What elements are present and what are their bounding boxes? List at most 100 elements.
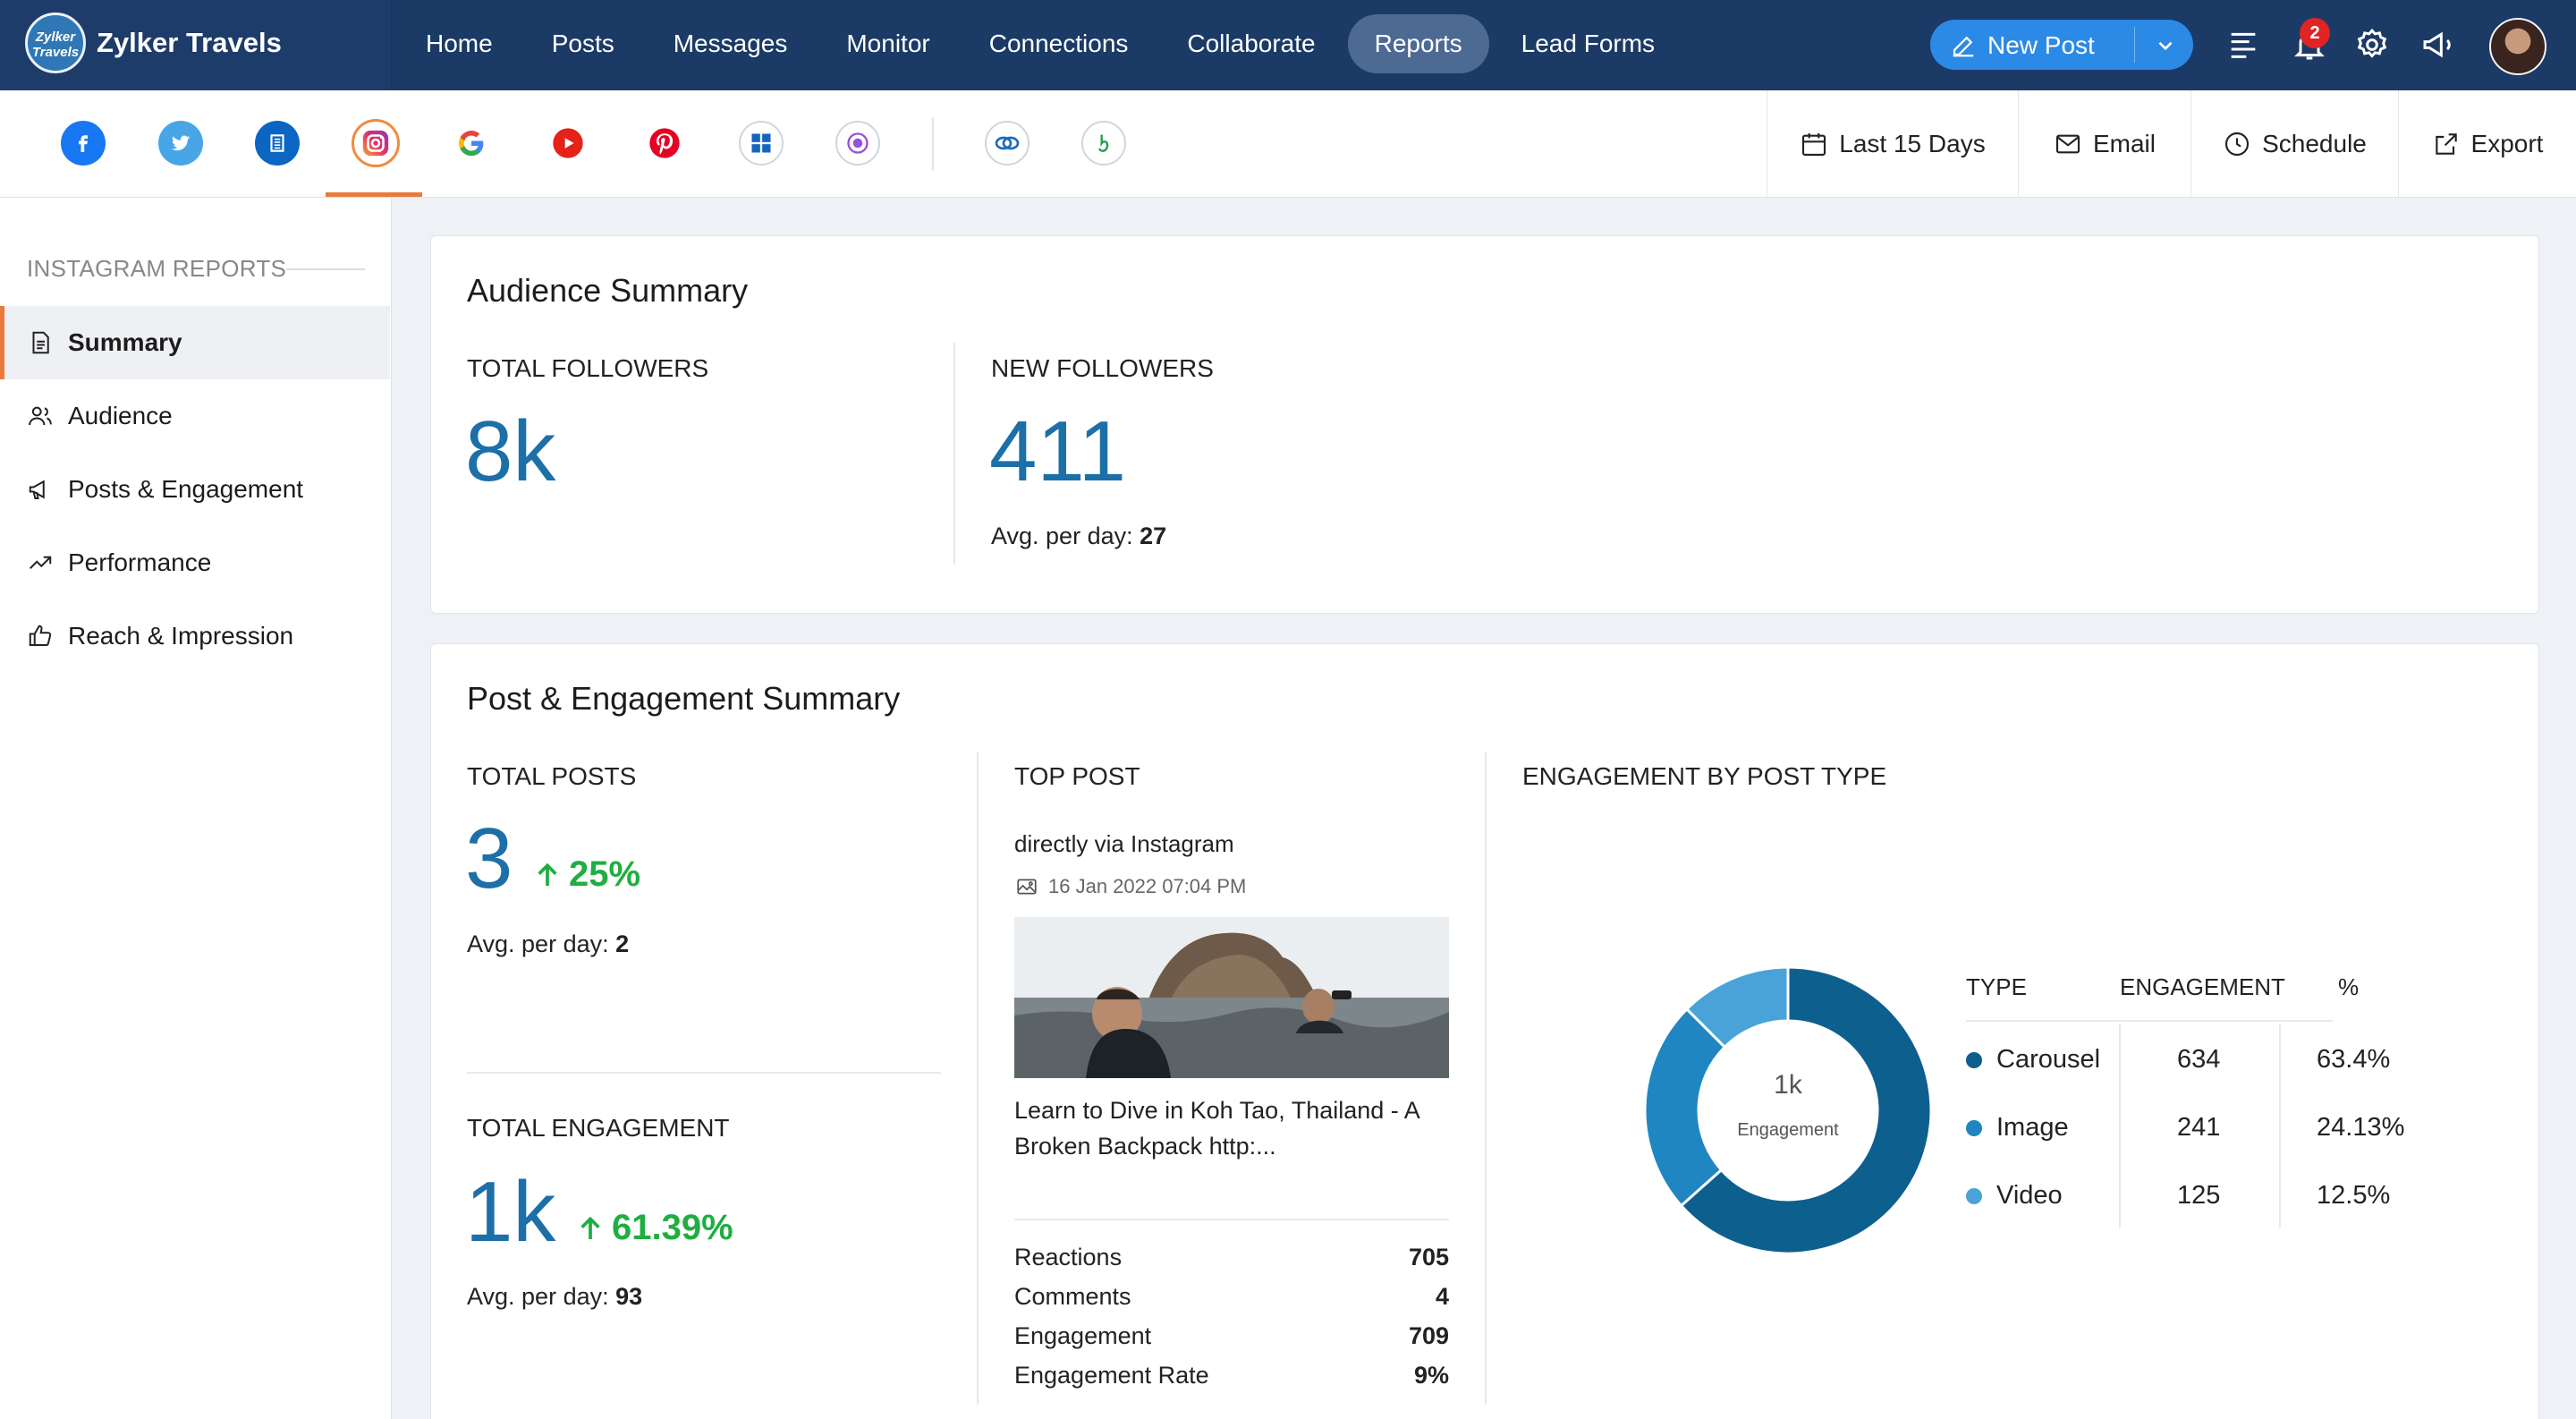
grid-app-icon[interactable] [739, 121, 784, 166]
sidebar-item-label: Summary [68, 328, 182, 356]
mail-icon [2055, 134, 2080, 154]
legend-value-carousel: 634 [2177, 1045, 2221, 1074]
legend-value-image: 241 [2177, 1113, 2221, 1142]
new-post-button[interactable]: New Post [1930, 20, 2193, 70]
date-range-button[interactable]: Last 15 Days [1767, 90, 2018, 198]
trend-icon [30, 556, 52, 569]
video-swatch [1966, 1188, 1982, 1205]
arrow-up-icon [580, 1216, 600, 1239]
sidebar-item-performance[interactable]: Performance [0, 526, 390, 599]
sidebar-item-posts-engagement[interactable]: Posts & Engagement [0, 453, 390, 526]
nav-collaborate[interactable]: Collaborate [1187, 30, 1316, 57]
new-followers-value: 411 [989, 404, 1127, 499]
email-button[interactable]: Email [2018, 90, 2190, 198]
legend-header-type: TYPE [1966, 973, 2027, 1000]
facebook-icon[interactable] [61, 121, 106, 166]
donut-slice-carousel[interactable] [1679, 965, 1933, 1255]
chevron-down-icon[interactable] [2154, 29, 2177, 61]
google-icon[interactable] [449, 121, 494, 166]
total-posts-value: 3 [465, 811, 513, 906]
sidebar-item-label: Performance [68, 548, 212, 576]
legend-row-carousel: Carousel [1966, 1045, 2100, 1075]
sidebar-item-label: Posts & Engagement [68, 475, 304, 503]
pencil-icon [1953, 36, 1974, 57]
nav-reports[interactable]: Reports [1347, 14, 1489, 73]
legend-header-percent: % [2338, 973, 2360, 1000]
nav-lead-forms[interactable]: Lead Forms [1521, 30, 1656, 57]
notification-badge: 2 [2300, 18, 2330, 48]
stat-row-engagement-rate: Engagement Rate 9% [1014, 1362, 1449, 1389]
bitly-icon[interactable] [1081, 121, 1126, 166]
donut-center-label: Engagement [1737, 1120, 1839, 1140]
chart-title: ENGAGEMENT BY POST TYPE [1522, 762, 1887, 790]
linkedin-page-icon[interactable] [255, 121, 300, 166]
zoho-crm-icon[interactable] [985, 121, 1030, 166]
sidebar-title: INSTAGRAM REPORTS [27, 255, 287, 282]
reports-sidebar: INSTAGRAM REPORTS Summary Audience Posts… [0, 198, 392, 1419]
audience-summary-card [430, 235, 2539, 614]
nav-posts[interactable]: Posts [551, 30, 614, 57]
twitter-icon[interactable] [158, 121, 203, 166]
gear-icon[interactable] [2354, 27, 2390, 63]
stat-row-reactions: Reactions 705 [1014, 1244, 1449, 1270]
nav-home[interactable]: Home [426, 30, 493, 57]
legend-percent-image: 24.13% [2317, 1113, 2405, 1142]
export-button[interactable]: Export [2398, 90, 2576, 198]
export-label: Export [2470, 130, 2544, 157]
sidebar-item-summary[interactable]: Summary [0, 306, 390, 379]
arrow-up-icon [538, 862, 557, 886]
donut-center-value: 1k [1774, 1070, 1802, 1100]
posts-growth-badge: 25% [533, 854, 640, 895]
nav-monitor[interactable]: Monitor [846, 30, 930, 57]
post-engagement-title: Post & Engagement Summary [467, 680, 901, 717]
nav-connections[interactable]: Connections [988, 30, 1129, 57]
donut-slice-image[interactable] [1643, 1007, 1727, 1208]
nav-messages[interactable]: Messages [673, 30, 788, 57]
users-icon [29, 406, 52, 426]
top-post-source: directly via Instagram [1014, 830, 1234, 857]
pinterest-icon[interactable] [642, 121, 687, 166]
date-range-label: Last 15 Days [1839, 130, 1986, 157]
legend-percent-carousel: 63.4% [2317, 1045, 2391, 1074]
stat-row-comments: Comments 4 [1014, 1283, 1449, 1310]
new-followers-label: NEW FOLLOWERS [991, 354, 1214, 382]
audience-summary-title: Audience Summary [467, 272, 749, 309]
top-post-timestamp: 16 Jan 2022 07:04 PM [1014, 875, 1246, 898]
megaphone-icon [29, 480, 45, 499]
top-navigation-bar: Zylker Travels Zylker Travels Home Posts… [0, 0, 2576, 90]
email-label: Email [2092, 130, 2156, 157]
megaphone-icon[interactable] [2420, 27, 2456, 63]
sidebar-item-label: Reach & Impression [68, 622, 294, 650]
top-post-label: TOP POST [1014, 762, 1140, 790]
legend-row-video: Video [1966, 1181, 2063, 1211]
total-followers-value: 8k [465, 404, 556, 499]
donut-slice-video[interactable] [1684, 965, 1790, 1049]
brand-logo: Zylker Travels [25, 13, 86, 73]
total-engagement-label: TOTAL ENGAGEMENT [467, 1114, 730, 1142]
image-icon [1017, 879, 1037, 895]
new-post-label: New Post [1987, 31, 2095, 59]
youtube-icon[interactable] [546, 121, 590, 166]
image-swatch [1966, 1120, 1982, 1137]
brand-area[interactable]: Zylker Travels Zylker Travels [0, 0, 392, 90]
total-engagement-value: 1k [465, 1164, 556, 1260]
engagement-growth-badge: 61.39% [576, 1208, 733, 1248]
main-nav: Home Posts Messages Monitor Connections … [399, 14, 1682, 73]
menu-lines-icon[interactable] [2225, 27, 2261, 63]
instagram-icon[interactable] [352, 119, 400, 167]
export-icon [2435, 133, 2457, 155]
schedule-label: Schedule [2262, 130, 2367, 157]
sidebar-item-reach-impression[interactable]: Reach & Impression [0, 599, 390, 673]
top-post-image[interactable] [1014, 917, 1449, 1078]
active-channel-indicator [326, 192, 422, 197]
legend-percent-video: 12.5% [2317, 1181, 2391, 1210]
channel-separator [932, 117, 934, 171]
user-avatar[interactable] [2489, 18, 2546, 75]
legend-header-engagement: ENGAGEMENT [2120, 973, 2285, 1000]
new-followers-avg: Avg. per day: 27 [991, 523, 1167, 549]
legend-row-image: Image [1966, 1113, 2069, 1143]
mastodon-icon[interactable] [835, 121, 880, 166]
schedule-button[interactable]: Schedule [2190, 90, 2398, 198]
sidebar-item-audience[interactable]: Audience [0, 379, 390, 453]
total-posts-label: TOTAL POSTS [467, 762, 637, 790]
